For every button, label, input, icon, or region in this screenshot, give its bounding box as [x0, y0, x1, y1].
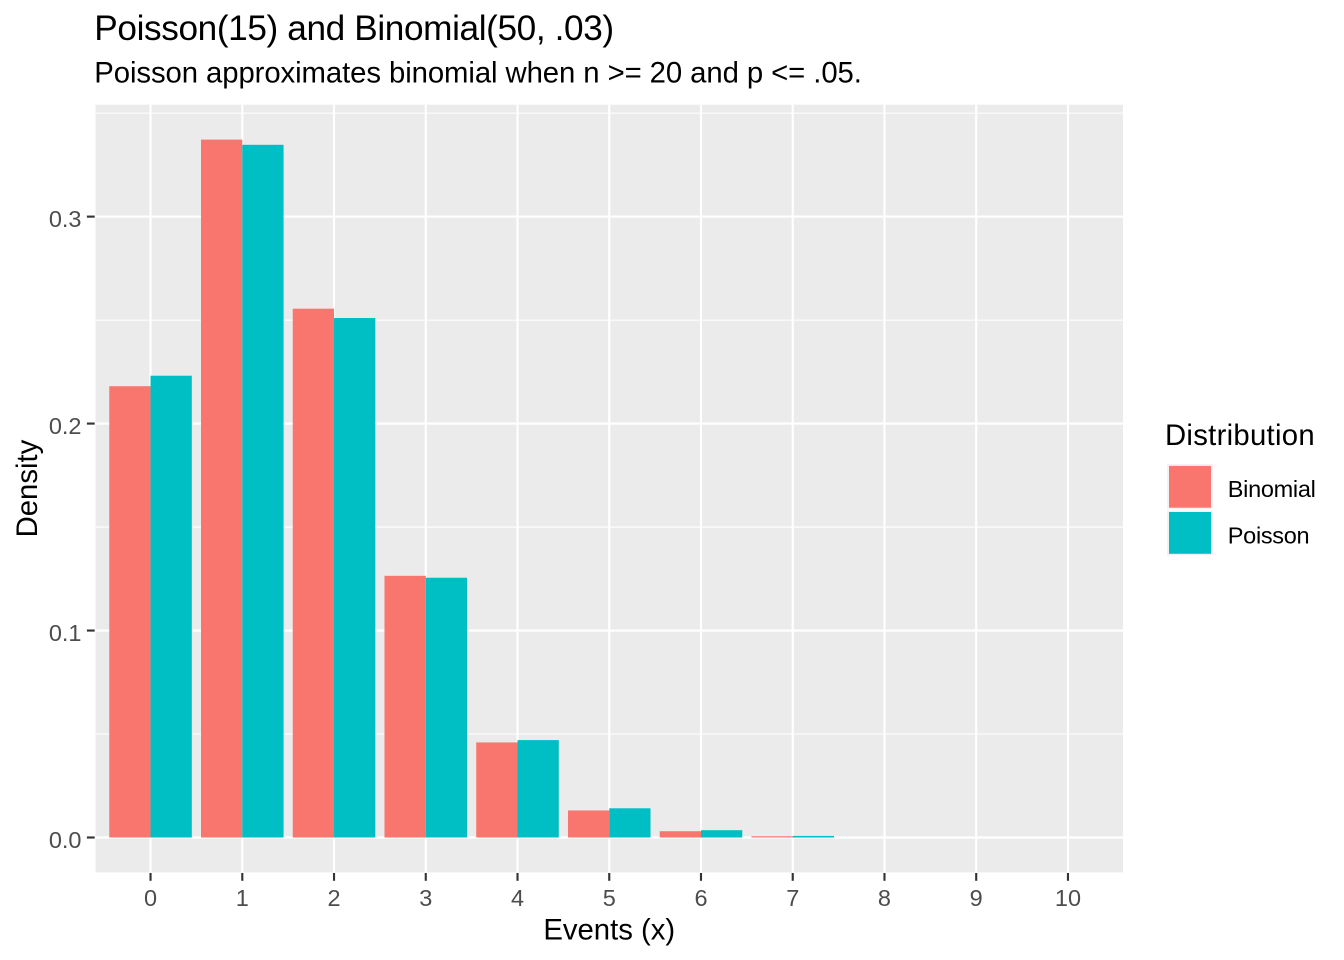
svg-text:Poisson: Poisson: [1228, 523, 1310, 549]
svg-text:Distribution: Distribution: [1165, 419, 1315, 452]
svg-text:Events (x): Events (x): [543, 914, 675, 947]
svg-text:1: 1: [236, 885, 249, 911]
svg-text:9: 9: [970, 885, 983, 911]
svg-text:Density: Density: [11, 439, 44, 537]
svg-text:0.0: 0.0: [49, 827, 82, 853]
svg-text:Binomial: Binomial: [1228, 476, 1316, 502]
svg-text:0.1: 0.1: [49, 620, 82, 646]
svg-text:3: 3: [419, 885, 432, 911]
svg-text:7: 7: [786, 885, 799, 911]
svg-text:4: 4: [511, 885, 524, 911]
svg-text:6: 6: [694, 885, 707, 911]
svg-text:0: 0: [144, 885, 157, 911]
svg-text:0.2: 0.2: [49, 413, 82, 439]
svg-text:Poisson(15) and Binomial(50, .: Poisson(15) and Binomial(50, .03): [94, 9, 613, 48]
svg-text:2: 2: [327, 885, 340, 911]
svg-text:Poisson approximates binomial: Poisson approximates binomial when n >= …: [94, 57, 862, 90]
svg-text:10: 10: [1055, 885, 1081, 911]
svg-text:5: 5: [603, 885, 616, 911]
svg-text:8: 8: [878, 885, 891, 911]
svg-text:0.3: 0.3: [49, 206, 82, 232]
